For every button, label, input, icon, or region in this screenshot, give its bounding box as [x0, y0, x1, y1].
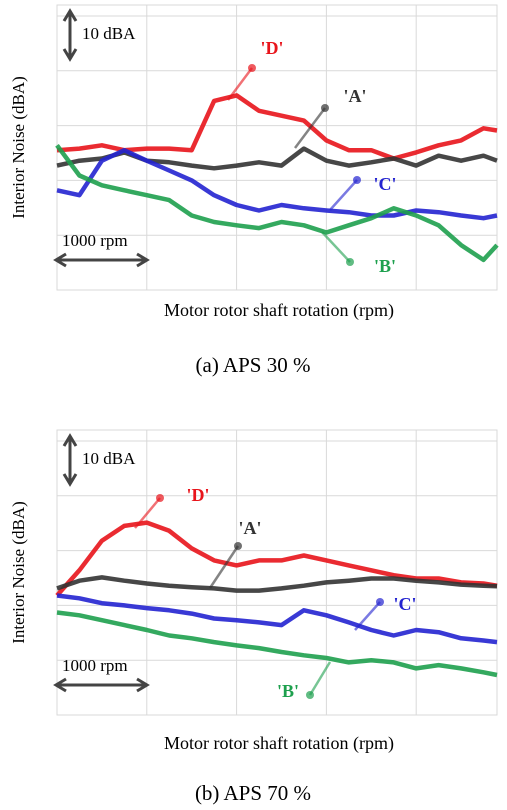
y-scale-arrow: [62, 8, 78, 62]
series-line: [55, 143, 499, 263]
leader-dot: [346, 258, 354, 266]
x-scale-arrow: [53, 677, 150, 693]
leader-line: [354, 601, 381, 631]
series-line: [56, 575, 498, 593]
leader-line: [208, 545, 240, 589]
series-label: 'D': [260, 38, 283, 58]
leader-line: [227, 67, 253, 101]
series-line: [56, 93, 498, 161]
y-axis-label: Interior Noise (dBA): [9, 76, 28, 219]
series-label: 'B': [277, 681, 299, 701]
leader-dot: [234, 542, 242, 550]
series-label: 'A': [238, 518, 261, 538]
leader-dot: [248, 64, 256, 72]
x-scale-label: 1000 rpm: [62, 656, 128, 675]
leader-dot: [306, 691, 314, 699]
series-label: 'A': [343, 86, 366, 106]
series-line: [56, 147, 498, 221]
series-line: [56, 610, 498, 678]
y-scale-arrow: [62, 433, 78, 487]
y-scale-label: 10 dBA: [82, 449, 136, 468]
leader-line: [321, 231, 351, 263]
leader-dot: [156, 494, 164, 502]
series-line: [56, 593, 498, 645]
leader-line: [329, 179, 358, 211]
series-line: [55, 520, 498, 597]
leader-dot: [321, 104, 329, 112]
series-label: 'D': [186, 485, 209, 505]
series-label: 'B': [374, 256, 396, 276]
series-label: 'C': [393, 594, 416, 614]
x-axis-label: Motor rotor shaft rotation (rpm): [164, 733, 394, 754]
x-scale-arrow: [53, 252, 150, 268]
leader-line: [294, 107, 326, 149]
caption: (a) APS 30 %: [196, 353, 311, 377]
x-scale-label: 1000 rpm: [62, 231, 128, 250]
x-axis-label: Motor rotor shaft rotation (rpm): [164, 300, 394, 321]
leader-dot: [353, 176, 361, 184]
y-scale-label: 10 dBA: [82, 24, 136, 43]
leader-line: [308, 661, 332, 696]
leader-dot: [376, 598, 384, 606]
caption: (b) APS 70 %: [195, 781, 311, 805]
plot-frame: [56, 429, 498, 716]
leader-line: [134, 497, 161, 529]
y-axis-label: Interior Noise (dBA): [9, 501, 28, 644]
series-label: 'C': [373, 174, 396, 194]
